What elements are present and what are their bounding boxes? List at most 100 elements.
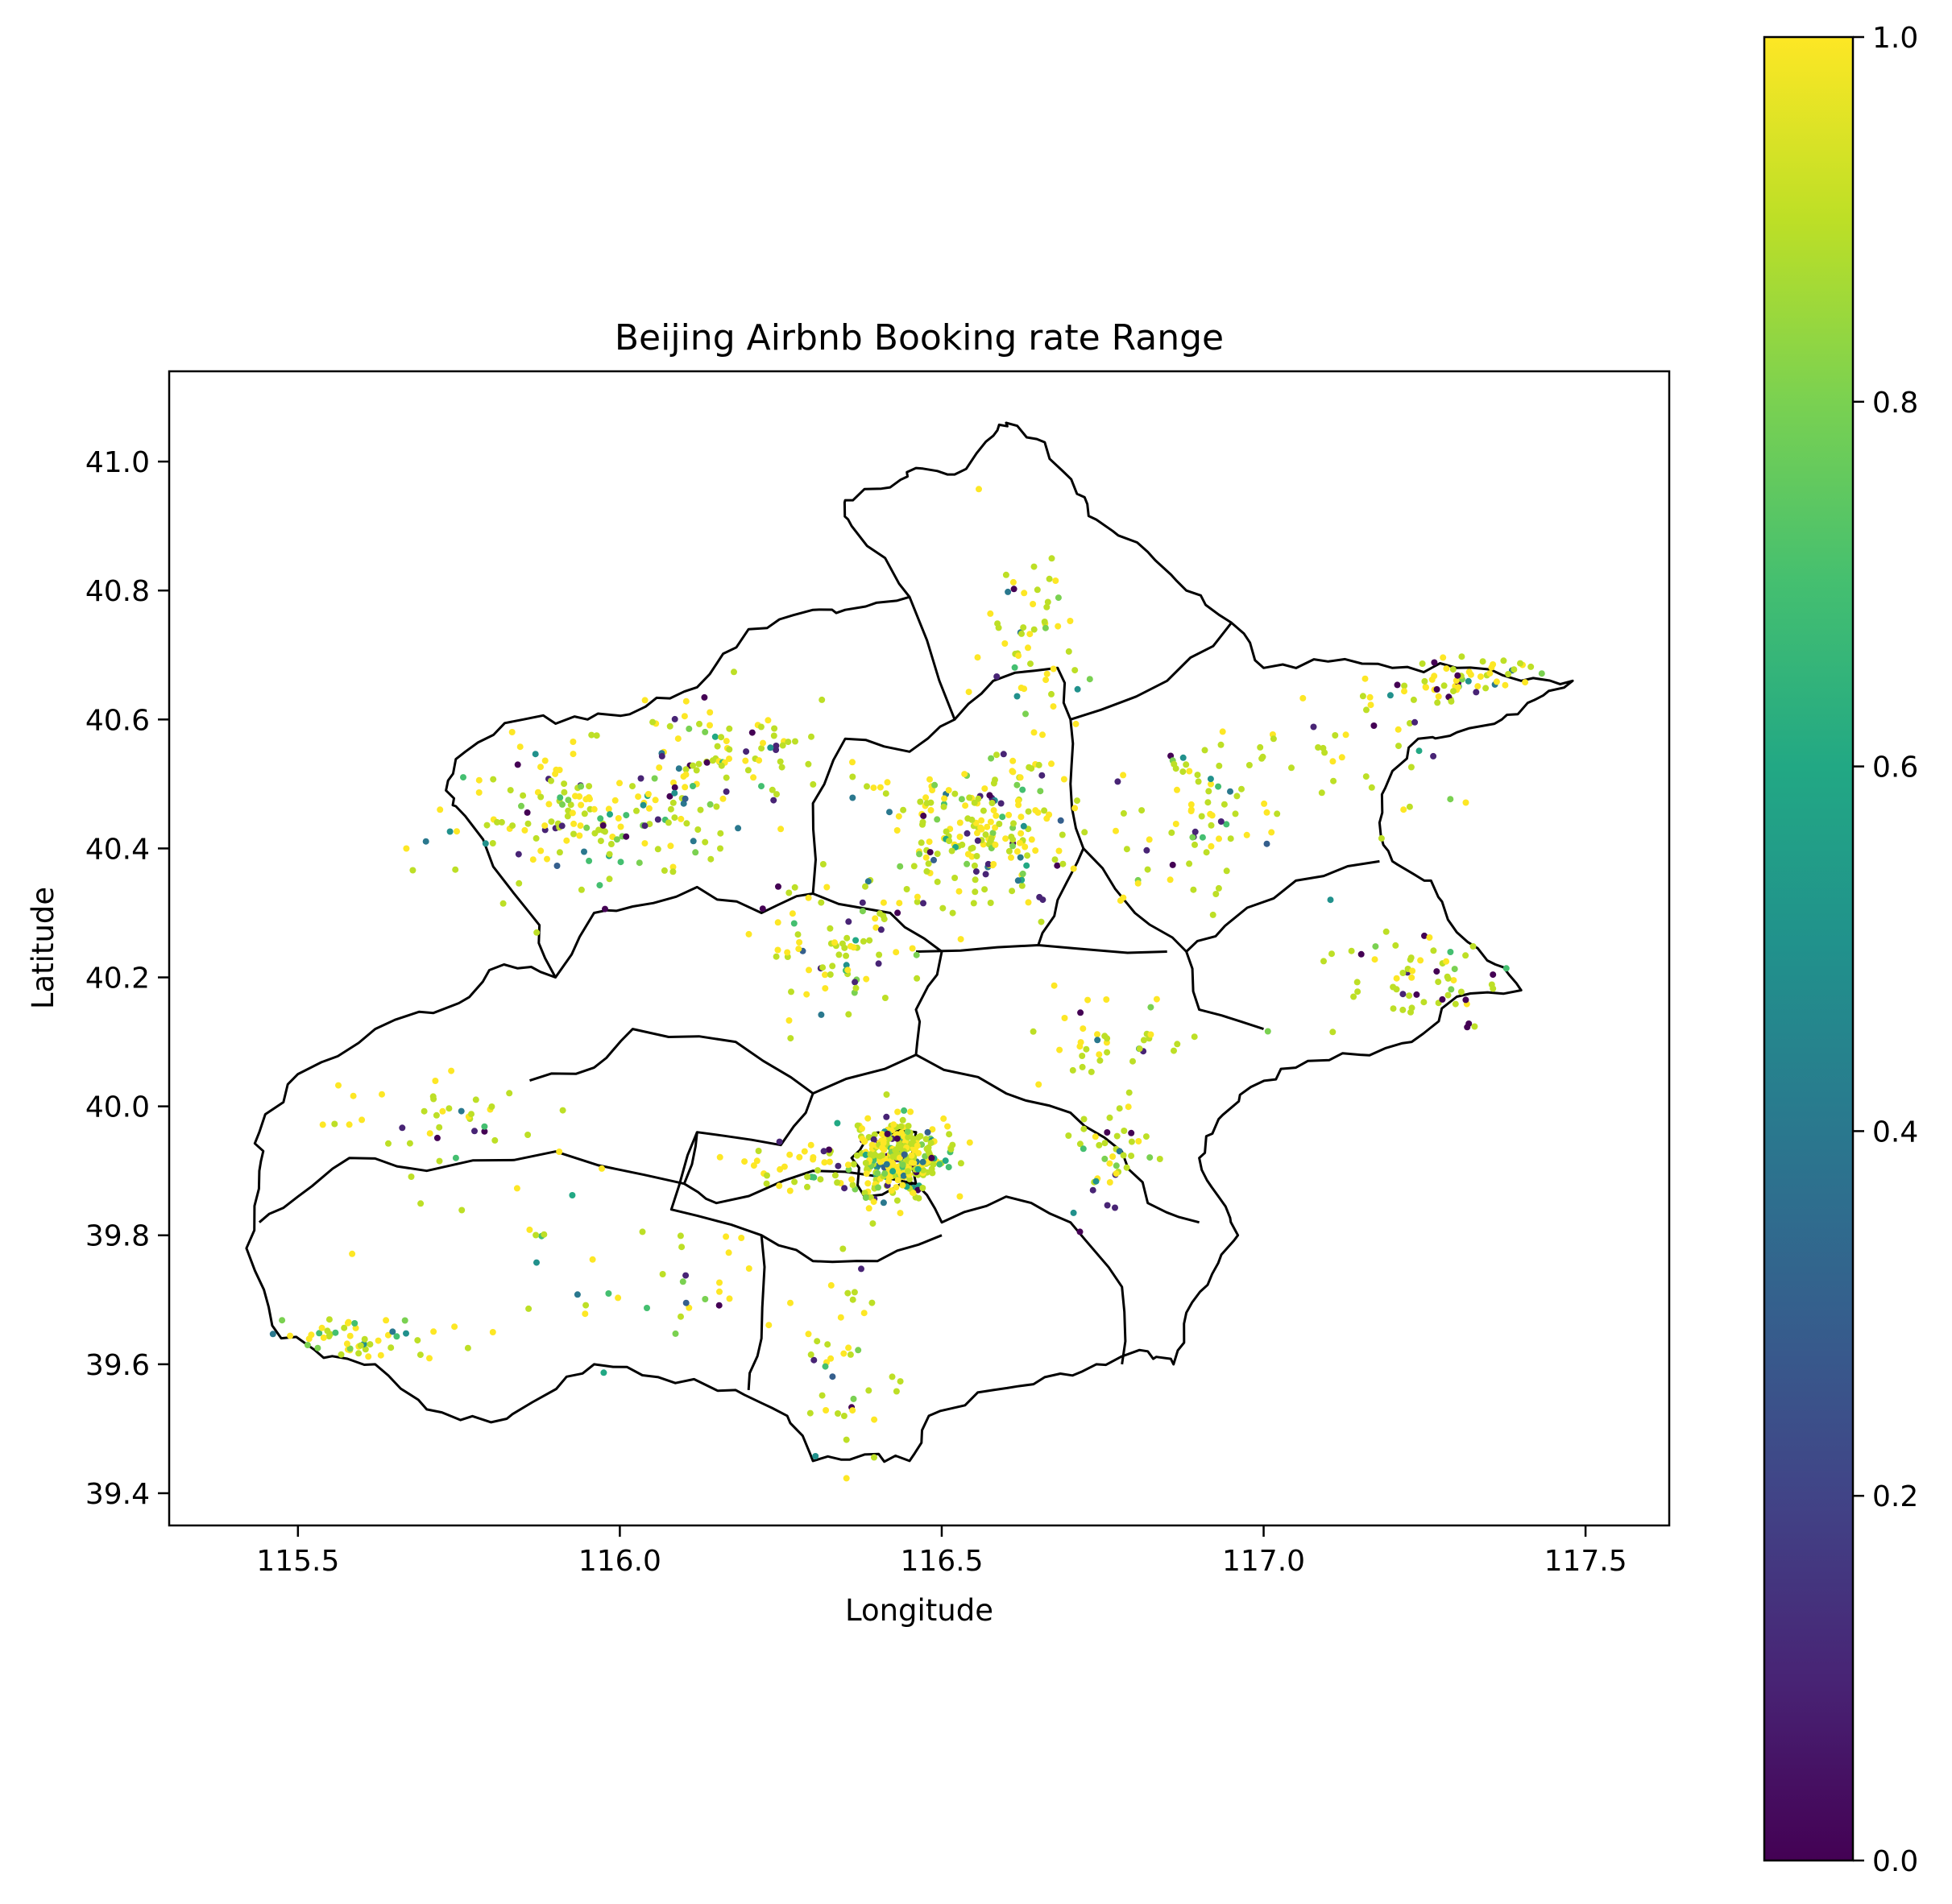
data-point — [1146, 1154, 1154, 1161]
district-line — [747, 1235, 766, 1390]
data-point — [1113, 1170, 1120, 1178]
data-point — [483, 822, 491, 829]
data-point — [1462, 996, 1469, 1004]
data-point — [959, 841, 966, 848]
data-point — [1433, 685, 1440, 693]
data-point — [1008, 854, 1014, 861]
data-point — [883, 1091, 890, 1098]
data-point — [533, 834, 540, 842]
data-point — [494, 818, 500, 826]
data-point — [852, 937, 860, 944]
data-point — [1005, 588, 1012, 595]
data-point — [1243, 831, 1250, 838]
data-point — [1370, 722, 1378, 729]
data-point — [875, 960, 882, 967]
data-point — [907, 1140, 914, 1147]
data-point — [565, 797, 572, 804]
data-point — [738, 1235, 745, 1241]
data-point — [1502, 681, 1509, 689]
data-point — [426, 1130, 433, 1137]
data-point — [972, 868, 980, 875]
data-point — [1042, 624, 1049, 631]
data-point — [468, 1111, 475, 1118]
data-point — [606, 851, 613, 858]
data-point — [669, 863, 677, 871]
data-point — [1138, 807, 1146, 814]
data-point — [788, 988, 794, 995]
data-point — [812, 1453, 819, 1459]
data-point — [513, 1185, 520, 1192]
data-point — [1407, 764, 1415, 771]
data-point — [1451, 966, 1458, 973]
data-point — [1174, 1041, 1181, 1048]
data-point — [771, 725, 778, 732]
data-point — [806, 1409, 814, 1417]
data-point — [1199, 834, 1206, 841]
data-point — [1268, 829, 1275, 836]
x-tick-label: 116.5 — [900, 1545, 983, 1578]
data-point — [606, 875, 613, 883]
data-point — [607, 841, 615, 847]
data-point — [789, 910, 796, 917]
data-point — [1502, 965, 1510, 972]
data-point — [508, 729, 516, 735]
data-point — [961, 771, 968, 778]
data-point — [888, 1187, 895, 1194]
data-point — [1017, 854, 1024, 861]
data-point — [506, 1090, 513, 1097]
data-point — [874, 1169, 881, 1177]
data-point — [1010, 820, 1017, 827]
data-point — [986, 792, 993, 799]
data-point — [1015, 652, 1022, 660]
data-point — [1338, 754, 1345, 761]
data-point — [1120, 809, 1127, 817]
data-point — [600, 1369, 607, 1376]
data-point — [1361, 675, 1369, 682]
data-point — [1409, 967, 1416, 975]
data-point — [1189, 834, 1196, 841]
data-point — [1190, 886, 1197, 893]
data-point — [1025, 808, 1032, 815]
data-point — [1399, 970, 1407, 976]
data-point — [723, 788, 730, 795]
data-point — [974, 830, 980, 837]
data-point — [745, 1265, 752, 1272]
data-point — [725, 1249, 732, 1256]
data-point — [805, 760, 812, 768]
data-point — [1270, 735, 1277, 743]
x-axis: 115.5 116.0 116.5 117.0 117.5 — [256, 1525, 1627, 1578]
data-point — [1025, 644, 1031, 652]
data-point — [1056, 1046, 1063, 1053]
data-point — [1074, 797, 1080, 805]
district-line — [915, 944, 1167, 954]
data-point — [990, 861, 997, 867]
data-point — [507, 787, 514, 794]
data-point — [1426, 934, 1433, 941]
data-point — [682, 771, 690, 778]
data-point — [934, 878, 941, 885]
data-point — [858, 1265, 864, 1273]
data-point — [1227, 788, 1233, 795]
data-point — [726, 725, 733, 732]
data-point — [864, 783, 870, 790]
data-point — [561, 780, 568, 788]
data-point — [716, 1279, 723, 1286]
data-point — [583, 824, 591, 831]
data-point — [452, 1154, 459, 1161]
data-point — [862, 1160, 869, 1166]
data-point — [417, 1200, 425, 1207]
data-point — [1032, 847, 1039, 854]
data-point — [1423, 684, 1429, 691]
data-point — [586, 857, 593, 864]
data-point — [556, 767, 563, 773]
data-point — [881, 916, 888, 923]
data-point — [839, 1245, 847, 1252]
data-point — [949, 909, 956, 917]
x-tick-label: 116.0 — [578, 1545, 661, 1578]
data-point — [849, 759, 856, 766]
data-point — [910, 1190, 917, 1197]
data-point — [881, 995, 889, 1001]
data-point — [1386, 692, 1394, 699]
data-point — [843, 934, 851, 942]
data-point — [682, 1299, 690, 1306]
